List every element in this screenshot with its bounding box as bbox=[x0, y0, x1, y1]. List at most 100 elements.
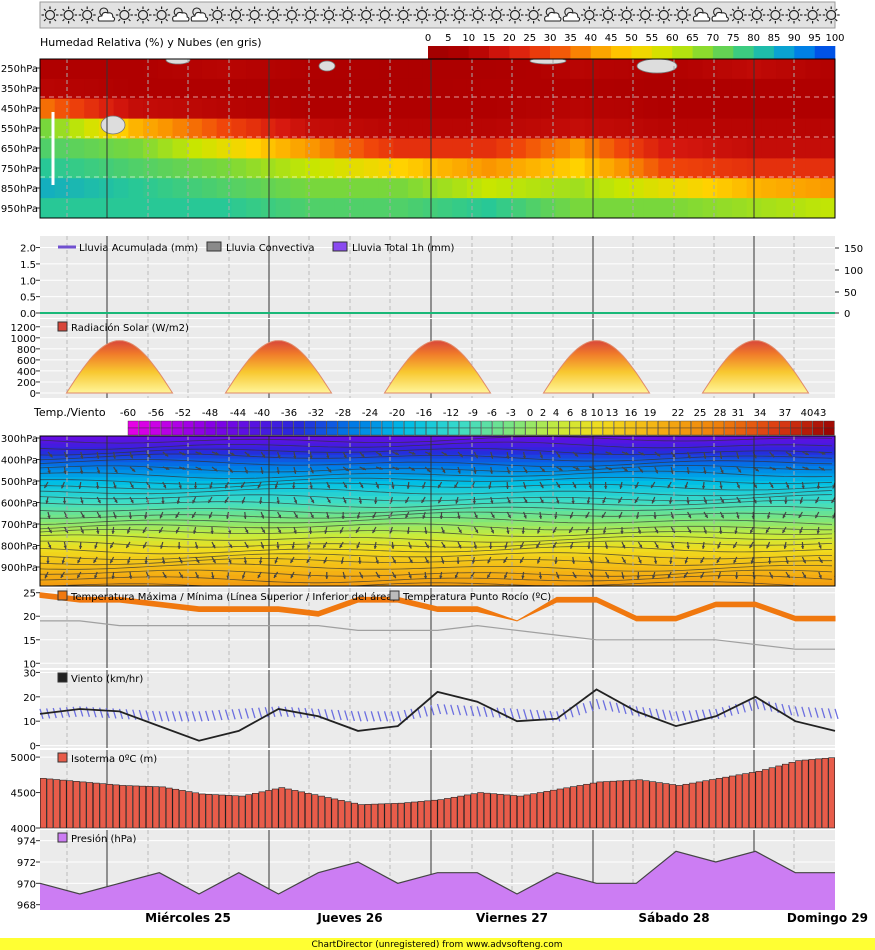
humidity-cell bbox=[658, 118, 674, 140]
humidity-cell bbox=[143, 198, 159, 218]
wind-arrow-head bbox=[608, 451, 613, 455]
scale-swatch bbox=[635, 427, 647, 436]
humidity-cell bbox=[216, 158, 232, 179]
humidity-cell bbox=[687, 138, 704, 159]
wind-arrow-head bbox=[198, 467, 202, 471]
isotherm-bar bbox=[364, 804, 372, 829]
humidity-cell bbox=[113, 158, 129, 179]
isotherm-bar bbox=[497, 794, 504, 829]
scale-swatch bbox=[470, 420, 482, 429]
isotherm-contour bbox=[40, 488, 833, 497]
sun-icon bbox=[41, 6, 59, 24]
gust-marker bbox=[330, 709, 336, 720]
humidity-cell bbox=[790, 198, 807, 218]
isotherm-bar bbox=[801, 759, 809, 829]
wind-arrow-head bbox=[130, 499, 134, 504]
humidity-cell bbox=[731, 78, 748, 100]
humidity-cell bbox=[305, 198, 321, 218]
scale-swatch bbox=[249, 427, 261, 436]
humidity-cell bbox=[702, 198, 718, 218]
y-tick-label: 850hPa bbox=[1, 184, 38, 195]
wind-arrow-head bbox=[209, 485, 213, 489]
wind-arrow-head bbox=[701, 485, 706, 489]
isotherm-bar bbox=[331, 798, 339, 829]
y-tick-label: 970 bbox=[17, 879, 36, 890]
isotherm-bar bbox=[172, 788, 180, 829]
humidity-cell bbox=[776, 78, 792, 100]
wind-arrow-head bbox=[541, 468, 545, 472]
humidity-cell bbox=[614, 158, 630, 179]
scale-swatch bbox=[227, 420, 239, 429]
radiation-day-area bbox=[542, 340, 651, 394]
wind-arrow-head bbox=[276, 545, 280, 549]
wind-speed-line bbox=[39, 688, 836, 742]
scale-swatch bbox=[492, 420, 504, 429]
scale-swatch bbox=[293, 420, 305, 429]
day-label: Sábado 28 bbox=[638, 911, 709, 925]
isotherm-bar bbox=[556, 788, 564, 829]
humidity-cell bbox=[84, 98, 100, 120]
humidity-cell bbox=[584, 178, 601, 199]
day-label: Jueves 26 bbox=[316, 911, 382, 925]
humidity-cell bbox=[201, 118, 218, 140]
wind-arrow-head bbox=[671, 545, 675, 549]
wind-arrow-head bbox=[97, 499, 101, 504]
wind-arrow-head bbox=[569, 529, 573, 533]
wind-arrow-head bbox=[750, 529, 754, 534]
gust-marker bbox=[483, 706, 488, 718]
wind-arrow-head bbox=[93, 559, 97, 563]
scale-tick-label: 6 bbox=[567, 408, 573, 419]
wind-arrow-head bbox=[229, 544, 232, 548]
isotherm-bar bbox=[543, 791, 551, 829]
humidity-cell bbox=[157, 59, 174, 80]
wind-arrow-head bbox=[688, 529, 691, 534]
wind-arrow-head bbox=[737, 499, 741, 503]
gust-marker bbox=[701, 709, 707, 720]
humidity-cell bbox=[216, 98, 232, 120]
scale-tick-label: 15 bbox=[483, 33, 496, 44]
cloud-sun-icon bbox=[97, 7, 116, 22]
humidity-cell bbox=[334, 98, 350, 120]
scale-swatch bbox=[337, 427, 349, 436]
sun-icon bbox=[246, 6, 264, 24]
humidity-cell bbox=[349, 118, 365, 140]
isotherm-bar bbox=[179, 790, 186, 829]
scale-swatch bbox=[669, 420, 680, 429]
isotherm-bar bbox=[483, 792, 491, 829]
wind-arrow-head bbox=[520, 559, 524, 564]
wind-arrow-head bbox=[799, 500, 803, 504]
humidity-cell bbox=[761, 158, 777, 179]
humidity-cell bbox=[363, 78, 380, 100]
scale-swatch bbox=[282, 427, 294, 436]
isotherm-contour bbox=[40, 436, 833, 444]
isotherm-contour bbox=[40, 465, 832, 473]
humidity-cell bbox=[599, 198, 615, 218]
wind-arrow-head bbox=[259, 560, 263, 564]
humidity-cell bbox=[422, 178, 439, 199]
scale-swatch bbox=[768, 427, 780, 436]
humidity-cell bbox=[570, 78, 586, 100]
cloud-sun-icon bbox=[190, 7, 209, 22]
wind-arrow-head bbox=[379, 466, 383, 470]
wind-arrow-head bbox=[799, 530, 803, 534]
gust-marker bbox=[675, 711, 680, 722]
wind-arrow-head bbox=[604, 485, 608, 489]
scale-swatch bbox=[550, 46, 571, 59]
humidity-cell bbox=[452, 138, 468, 159]
wind-arrow-head bbox=[243, 560, 247, 564]
humidity-cell bbox=[658, 178, 674, 199]
humidity-cell bbox=[260, 78, 277, 100]
scale-swatch bbox=[514, 427, 526, 436]
sun-icon bbox=[376, 6, 394, 24]
humidity-cell bbox=[702, 138, 718, 159]
y-tick-label: 4000 bbox=[11, 824, 36, 835]
humidity-cell bbox=[201, 158, 218, 179]
scale-swatch bbox=[337, 420, 349, 429]
humidity-cell bbox=[437, 158, 453, 179]
wind-arrow-head bbox=[290, 574, 294, 579]
humidity-cell bbox=[128, 78, 144, 100]
wind-arrow-head bbox=[720, 499, 724, 504]
wind-arrow-head bbox=[556, 500, 560, 504]
humidity-cell bbox=[525, 118, 542, 140]
gust-marker bbox=[277, 706, 283, 717]
